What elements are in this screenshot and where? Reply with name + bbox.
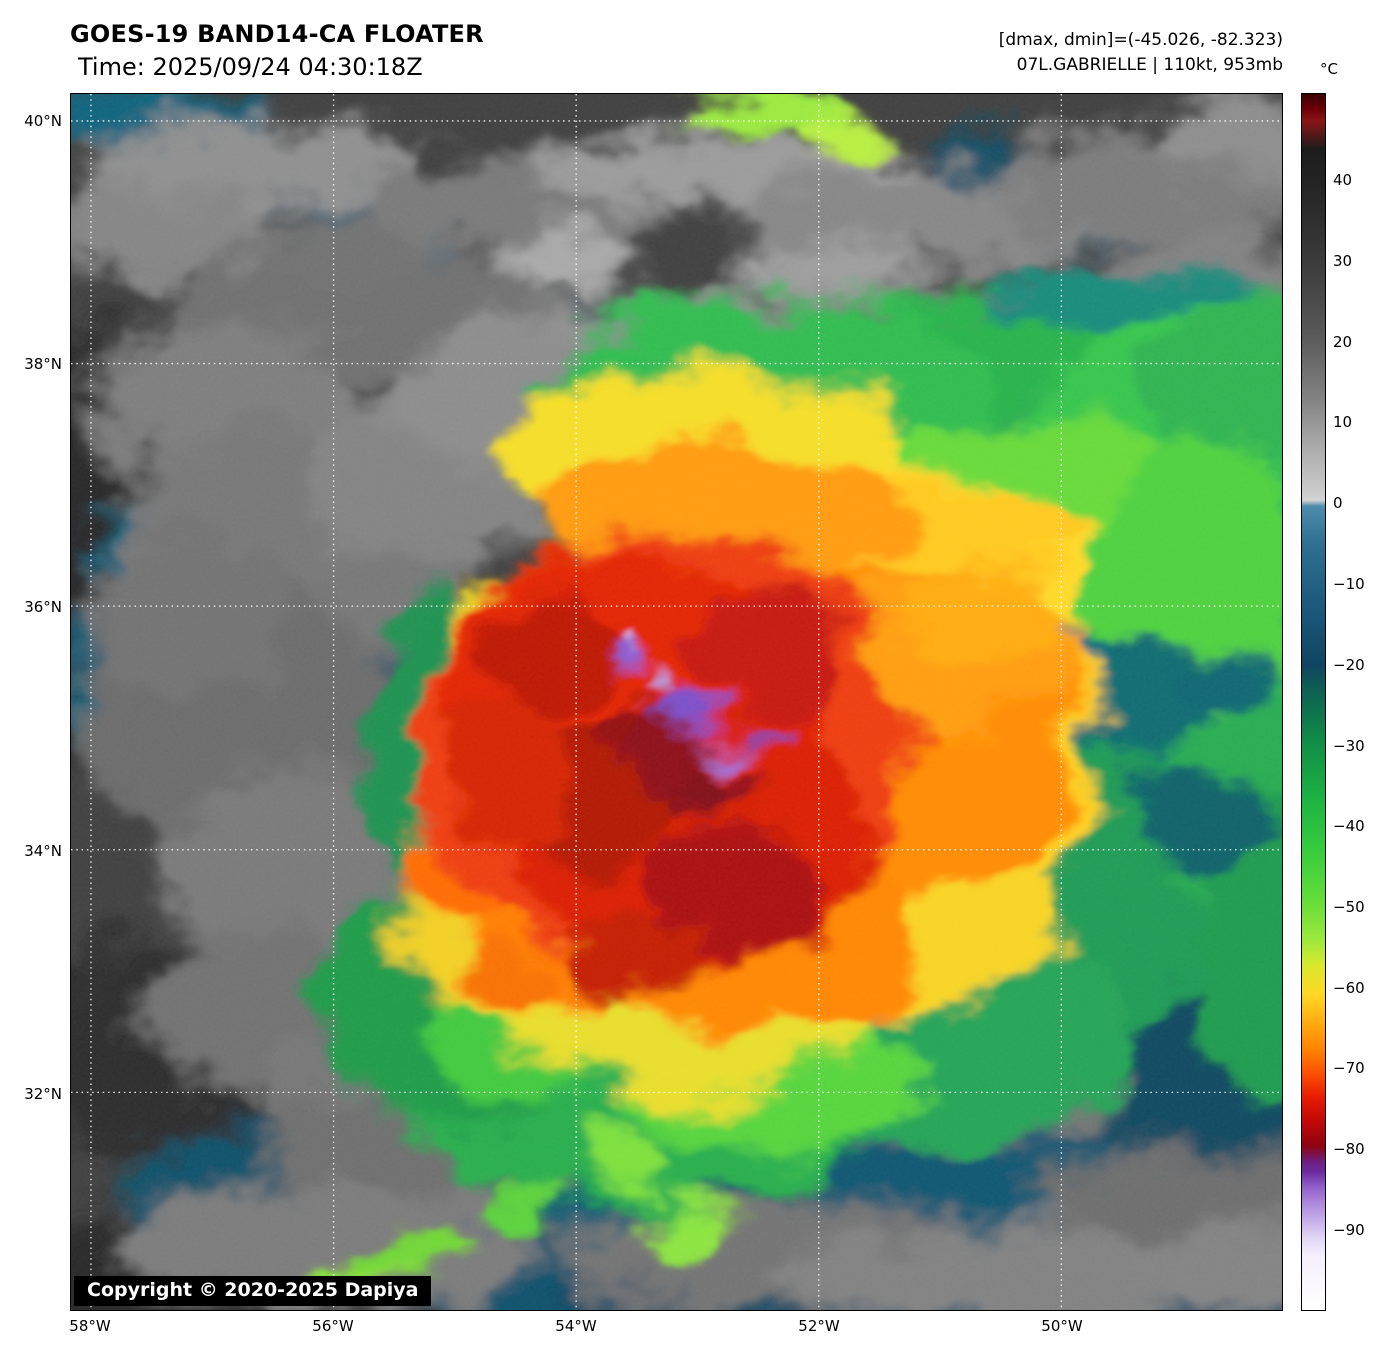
colorbar-unit-label: °C (1320, 60, 1338, 78)
lat-label-34n: 34°N (24, 842, 62, 860)
colorbar-tick-10: 10 (1333, 413, 1353, 431)
lat-label-38n: 38°N (24, 355, 62, 373)
lon-label-50w: 50°W (1041, 1317, 1083, 1335)
timestamp: Time: 2025/09/24 04:30:18Z (78, 53, 423, 81)
satellite-ir-image (71, 94, 1282, 1310)
storm-info: 07L.GABRIELLE | 110kt, 953mb (1016, 55, 1283, 75)
product-title: GOES-19 BAND14-CA FLOATER (70, 20, 484, 48)
colorbar-tick-30: 30 (1333, 252, 1353, 270)
colorbar-tick-m30: −30 (1333, 737, 1365, 755)
lat-label-40n: 40°N (24, 112, 62, 130)
copyright-badge: Copyright © 2020-2025 Dapiya (74, 1276, 432, 1306)
colorbar-tick-m80: −80 (1333, 1140, 1365, 1158)
colorbar (1301, 93, 1326, 1311)
lon-label-56w: 56°W (312, 1317, 354, 1335)
colorbar-tick-m60: −60 (1333, 979, 1365, 997)
lon-label-54w: 54°W (555, 1317, 597, 1335)
colorbar-tick-m20: −20 (1333, 656, 1365, 674)
colorbar-tick-m70: −70 (1333, 1059, 1365, 1077)
colorbar-tick-40: 40 (1333, 171, 1353, 189)
lat-label-32n: 32°N (24, 1085, 62, 1103)
colorbar-tick-m40: −40 (1333, 817, 1365, 835)
lat-label-36n: 36°N (24, 598, 62, 616)
colorbar-tick-m10: −10 (1333, 575, 1365, 593)
satellite-map: Copyright © 2020-2025 Dapiya (70, 93, 1283, 1311)
lon-label-58w: 58°W (69, 1317, 111, 1335)
colorbar-tick-0: 0 (1333, 494, 1343, 512)
colorbar-tick-20: 20 (1333, 333, 1353, 351)
dmax-dmin-readout: [dmax, dmin]=(-45.026, -82.323) (998, 30, 1283, 50)
colorbar-tick-m90: −90 (1333, 1221, 1365, 1239)
colorbar-tick-m50: −50 (1333, 898, 1365, 916)
lon-label-52w: 52°W (798, 1317, 840, 1335)
grid-lines (71, 94, 1282, 1310)
